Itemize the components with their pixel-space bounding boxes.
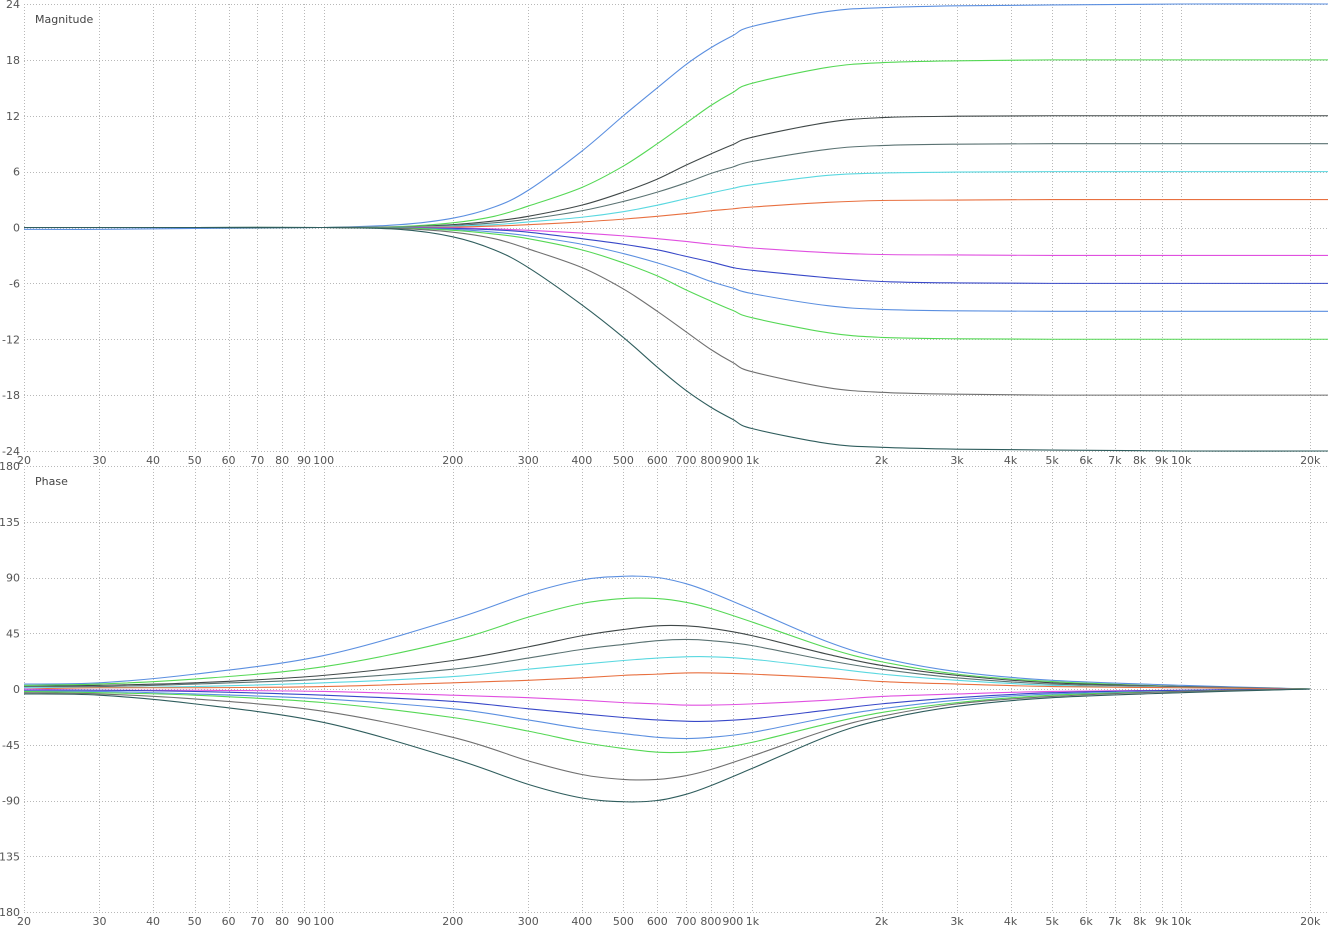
magnitude-x-tick-label: 60 (222, 454, 236, 467)
phase-y-tick-label: -45 (2, 739, 20, 752)
magnitude-x-tick-label: 10k (1171, 454, 1192, 467)
magnitude-x-tick-label: 700 (676, 454, 697, 467)
magnitude-y-tick-label: 18 (6, 54, 20, 67)
phase-series-line-6 (23, 672, 1311, 690)
phase-x-tick-label: 6k (1079, 915, 1093, 928)
magnitude-x-tick-label: 6k (1079, 454, 1093, 467)
phase-series-line-10 (23, 688, 1311, 754)
phase-series-line-5 (23, 656, 1311, 690)
magnitude-x-tick-label: 5k (1045, 454, 1059, 467)
magnitude-x-tick-label: 100 (313, 454, 334, 467)
magnitude-x-tick-label: 3k (950, 454, 964, 467)
magnitude-x-tick-label: 300 (518, 454, 539, 467)
phase-x-tick-label: 60 (222, 915, 236, 928)
magnitude-x-tick-label: 70 (250, 454, 264, 467)
phase-x-tick-label: 40 (146, 915, 160, 928)
phase-x-tick-label: 200 (442, 915, 463, 928)
magnitude-x-tick-label: 8k (1133, 454, 1147, 467)
phase-x-tick-label: 20 (17, 915, 31, 928)
magnitude-y-tick-label: -12 (2, 333, 20, 346)
phase-x-tick-label: 500 (613, 915, 634, 928)
magnitude-panel: 20 30 40 50 60 70 80 90 100 200 300 400 500 600 700 800… (2, 0, 1329, 467)
magnitude-series-line-7 (23, 226, 1328, 257)
phase-y-tick-label: 180 (0, 460, 20, 473)
phase-series-line-9 (23, 688, 1311, 740)
phase-x-tick-label: 800 (700, 915, 721, 928)
magnitude-x-tick-label: 50 (188, 454, 202, 467)
phase-y-tick-label: 45 (6, 627, 20, 640)
phase-y-tick-label: -180 (0, 906, 20, 919)
phase-x-tick-label: 10k (1171, 915, 1192, 928)
phase-x-tick-label: 7k (1108, 915, 1122, 928)
phase-panel: 20 30 40 50 60 70 80 90 100 200 300 400 500 600 700 800… (0, 460, 1328, 928)
phase-y-tick-label: 135 (0, 516, 20, 529)
magnitude-x-tick-label: 500 (613, 454, 634, 467)
phase-series-line-2 (23, 597, 1311, 690)
phase-x-tick-label: 3k (950, 915, 964, 928)
phase-x-tick-label: 100 (313, 915, 334, 928)
phase-series-line-1 (23, 575, 1311, 690)
phase-title: Phase (35, 475, 68, 488)
magnitude-x-tick-label: 7k (1108, 454, 1122, 467)
phase-x-tick-label: 80 (275, 915, 289, 928)
phase-x-tick-label: 20k (1300, 915, 1321, 928)
magnitude-x-tick-label: 4k (1004, 454, 1018, 467)
magnitude-x-tick-label: 20k (1300, 454, 1321, 467)
magnitude-y-tick-label: -18 (2, 389, 20, 402)
magnitude-x-tick-label: 400 (571, 454, 592, 467)
phase-x-tick-label: 70 (250, 915, 264, 928)
phase-x-tick-label: 300 (518, 915, 539, 928)
phase-x-tick-label: 700 (676, 915, 697, 928)
phase-x-tick-label: 8k (1133, 915, 1147, 928)
phase-y-tick-label: -90 (2, 795, 20, 808)
magnitude-x-tick-label: 30 (92, 454, 106, 467)
magnitude-x-tick-label: 2k (875, 454, 889, 467)
magnitude-y-tick-label: -6 (9, 277, 20, 290)
magnitude-x-tick-label: 80 (275, 454, 289, 467)
magnitude-series-line-6 (23, 198, 1328, 229)
magnitude-x-tick-label: 800 (700, 454, 721, 467)
phase-series-line-11 (23, 688, 1311, 781)
magnitude-x-tick-label: 1k (746, 454, 760, 467)
phase-series-line-4 (23, 638, 1311, 690)
phase-series-line-7 (23, 688, 1311, 706)
phase-x-tick-label: 400 (571, 915, 592, 928)
phase-x-tick-label: 90 (297, 915, 311, 928)
magnitude-y-tick-label: 0 (13, 222, 20, 235)
phase-x-tick-label: 2k (875, 915, 889, 928)
phase-y-tick-label: 90 (6, 572, 20, 585)
magnitude-y-tick-label: 24 (6, 0, 20, 11)
phase-series-line-3 (23, 624, 1311, 690)
phase-x-tick-label: 9k (1155, 915, 1169, 928)
phase-series-line-12 (23, 688, 1311, 803)
magnitude-x-tick-label: 90 (297, 454, 311, 467)
magnitude-y-tick-label: 12 (6, 110, 20, 123)
phase-x-tick-label: 30 (92, 915, 106, 928)
phase-grid (24, 466, 1328, 913)
magnitude-y-tick-label: -24 (2, 445, 20, 458)
magnitude-x-tick-label: 900 (722, 454, 743, 467)
magnitude-x-tick-label: 200 (442, 454, 463, 467)
phase-x-tick-label: 600 (647, 915, 668, 928)
magnitude-x-tick-label: 20 (17, 454, 31, 467)
phase-x-tick-label: 900 (722, 915, 743, 928)
phase-series-line-8 (23, 688, 1311, 722)
phase-y-tick-label: 0 (13, 683, 20, 696)
phase-x-tick-label: 5k (1045, 915, 1059, 928)
magnitude-series-line-12 (23, 226, 1329, 452)
magnitude-title: Magnitude (35, 13, 94, 26)
phase-x-tick-label: 4k (1004, 915, 1018, 928)
phase-y-tick-label: -135 (0, 850, 20, 863)
magnitude-y-tick-label: 6 (13, 166, 20, 179)
magnitude-x-tick-label: 9k (1155, 454, 1169, 467)
phase-x-tick-label: 50 (188, 915, 202, 928)
magnitude-x-tick-label: 40 (146, 454, 160, 467)
phase-x-tick-label: 1k (746, 915, 760, 928)
magnitude-x-tick-label: 600 (647, 454, 668, 467)
